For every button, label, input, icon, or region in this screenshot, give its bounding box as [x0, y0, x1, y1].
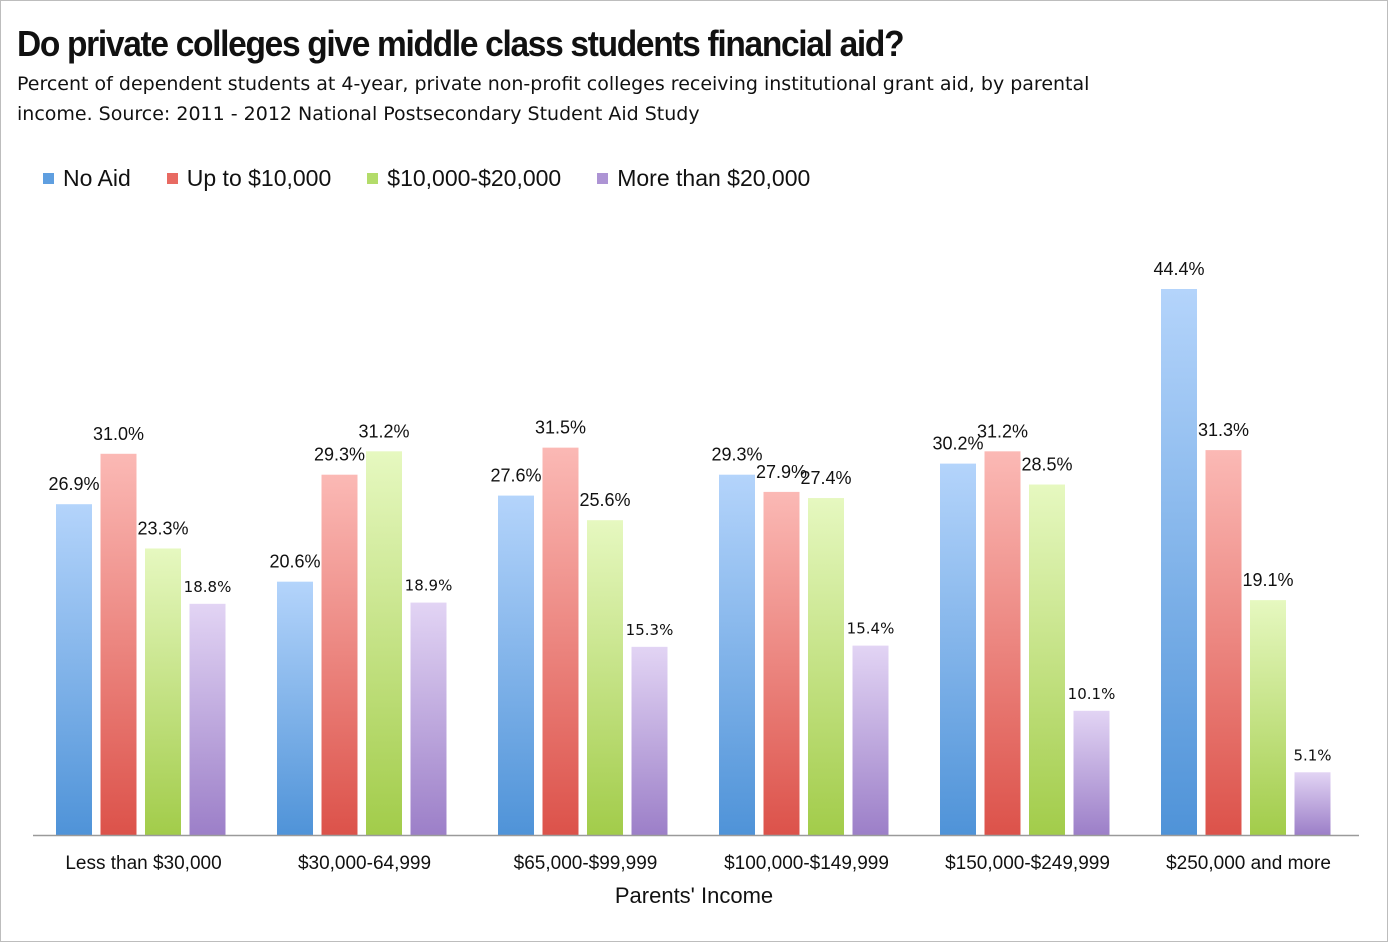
x-tick-label-65-000-99-999: $65,000-$99,999	[514, 853, 658, 874]
bar-up-to-10-000-150-000-249-999	[984, 451, 1021, 835]
data-label-more-than-20-000-less-than-30-000: 18.8%	[184, 578, 232, 596]
data-label-10-000-20-000-100-000-149-999: 27.4%	[800, 468, 851, 488]
data-label-up-to-10-000-65-000-99-999: 31.5%	[535, 418, 586, 438]
x-axis-title: Parents' Income	[614, 883, 774, 908]
x-tick-label-250-000-and-more: $250,000 and more	[1166, 853, 1331, 874]
bar-more-than-20-000-150-000-249-999	[1073, 710, 1110, 835]
bar-more-than-20-000-65-000-99-999	[631, 646, 668, 835]
bar-up-to-10-000-30-000-64-999	[321, 474, 358, 835]
data-label-up-to-10-000-30-000-64-999: 29.3%	[314, 445, 365, 465]
bar-10-000-20-000-30-000-64-999	[366, 451, 402, 835]
data-label-10-000-20-000-65-000-99-999: 25.6%	[579, 490, 630, 510]
legend: No Aid Up to $10,000 $10,000-$20,000 Mor…	[43, 165, 846, 192]
data-label-no-aid-30-000-64-999: 20.6%	[269, 552, 320, 572]
data-label-10-000-20-000-150-000-249-999: 28.5%	[1021, 455, 1072, 475]
data-label-more-than-20-000-30-000-64-999: 18.9%	[405, 577, 453, 595]
legend-swatch-10000-20000	[367, 173, 379, 184]
chart-title: Do private colleges give middle class st…	[17, 23, 905, 64]
legend-item-more-than-20000: More than $20,000	[597, 165, 810, 192]
data-label-10-000-20-000-250-000-and-more: 19.1%	[1242, 570, 1293, 590]
data-label-more-than-20-000-100-000-149-999: 15.4%	[847, 620, 895, 638]
bar-up-to-10-000-65-000-99-999	[542, 447, 579, 835]
bar-up-to-10-000-less-than-30-000	[100, 453, 137, 835]
bar-10-000-20-000-150-000-249-999	[1029, 484, 1065, 835]
x-tick-label-100-000-149-999: $100,000-$149,999	[724, 853, 889, 874]
data-label-no-aid-100-000-149-999: 29.3%	[711, 445, 762, 465]
data-label-10-000-20-000-30-000-64-999: 31.2%	[358, 421, 409, 441]
legend-item-up-to-10000: Up to $10,000	[166, 165, 332, 192]
data-label-more-than-20-000-150-000-249-999: 10.1%	[1068, 685, 1116, 703]
data-label-up-to-10-000-100-000-149-999: 27.9%	[756, 462, 807, 482]
bar-no-aid-100-000-149-999	[719, 474, 755, 835]
legend-item-10000-20000: $10,000-$20,000	[367, 165, 561, 192]
bar-no-aid-150-000-249-999	[940, 463, 976, 835]
legend-item-no-aid: No Aid	[43, 165, 131, 192]
bar-10-000-20-000-65-000-99-999	[587, 520, 623, 835]
data-label-up-to-10-000-150-000-249-999: 31.2%	[977, 421, 1028, 441]
bar-more-than-20-000-250-000-and-more	[1294, 772, 1331, 835]
legend-label-more-than-20000: More than $20,000	[617, 165, 811, 191]
bar-up-to-10-000-250-000-and-more	[1205, 450, 1242, 835]
legend-label-10000-20000: $10,000-$20,000	[387, 165, 562, 191]
data-label-more-than-20-000-250-000-and-more: 5.1%	[1293, 746, 1331, 764]
data-label-no-aid-250-000-and-more: 44.4%	[1153, 259, 1204, 279]
bar-more-than-20-000-30-000-64-999	[410, 602, 447, 835]
bar-no-aid-65-000-99-999	[498, 495, 534, 835]
bar-10-000-20-000-less-than-30-000	[145, 548, 181, 835]
data-label-no-aid-150-000-249-999: 30.2%	[932, 434, 983, 454]
data-label-more-than-20-000-65-000-99-999: 15.3%	[626, 621, 674, 639]
bar-no-aid-250-000-and-more	[1161, 289, 1197, 835]
bar-up-to-10-000-100-000-149-999	[763, 491, 800, 835]
bar-more-than-20-000-less-than-30-000	[189, 603, 226, 835]
x-tick-label-less-than-30-000: Less than $30,000	[65, 853, 221, 874]
legend-label-up-to-10000: Up to $10,000	[186, 165, 332, 191]
bar-10-000-20-000-250-000-and-more	[1250, 600, 1286, 835]
data-label-up-to-10-000-250-000-and-more: 31.3%	[1198, 420, 1249, 440]
legend-label-no-aid: No Aid	[63, 165, 131, 191]
legend-swatch-more-than-20000	[597, 173, 609, 184]
data-label-up-to-10-000-less-than-30-000: 31.0%	[93, 424, 144, 444]
bar-more-than-20-000-100-000-149-999	[852, 645, 889, 835]
x-tick-label-30-000-64-999: $30,000-64,999	[298, 853, 431, 874]
chart-subtitle: Percent of dependent students at 4-year,…	[17, 73, 1090, 125]
bar-10-000-20-000-100-000-149-999	[808, 498, 844, 835]
data-label-no-aid-65-000-99-999: 27.6%	[490, 466, 541, 486]
data-label-10-000-20-000-less-than-30-000: 23.3%	[137, 518, 188, 538]
bar-no-aid-30-000-64-999	[277, 581, 313, 835]
bar-no-aid-less-than-30-000	[56, 504, 92, 835]
data-label-no-aid-less-than-30-000: 26.9%	[48, 474, 99, 494]
legend-swatch-no-aid	[43, 173, 54, 184]
legend-swatch-up-to-10000	[166, 173, 178, 184]
x-tick-label-150-000-249-999: $150,000-$249,999	[945, 853, 1110, 874]
